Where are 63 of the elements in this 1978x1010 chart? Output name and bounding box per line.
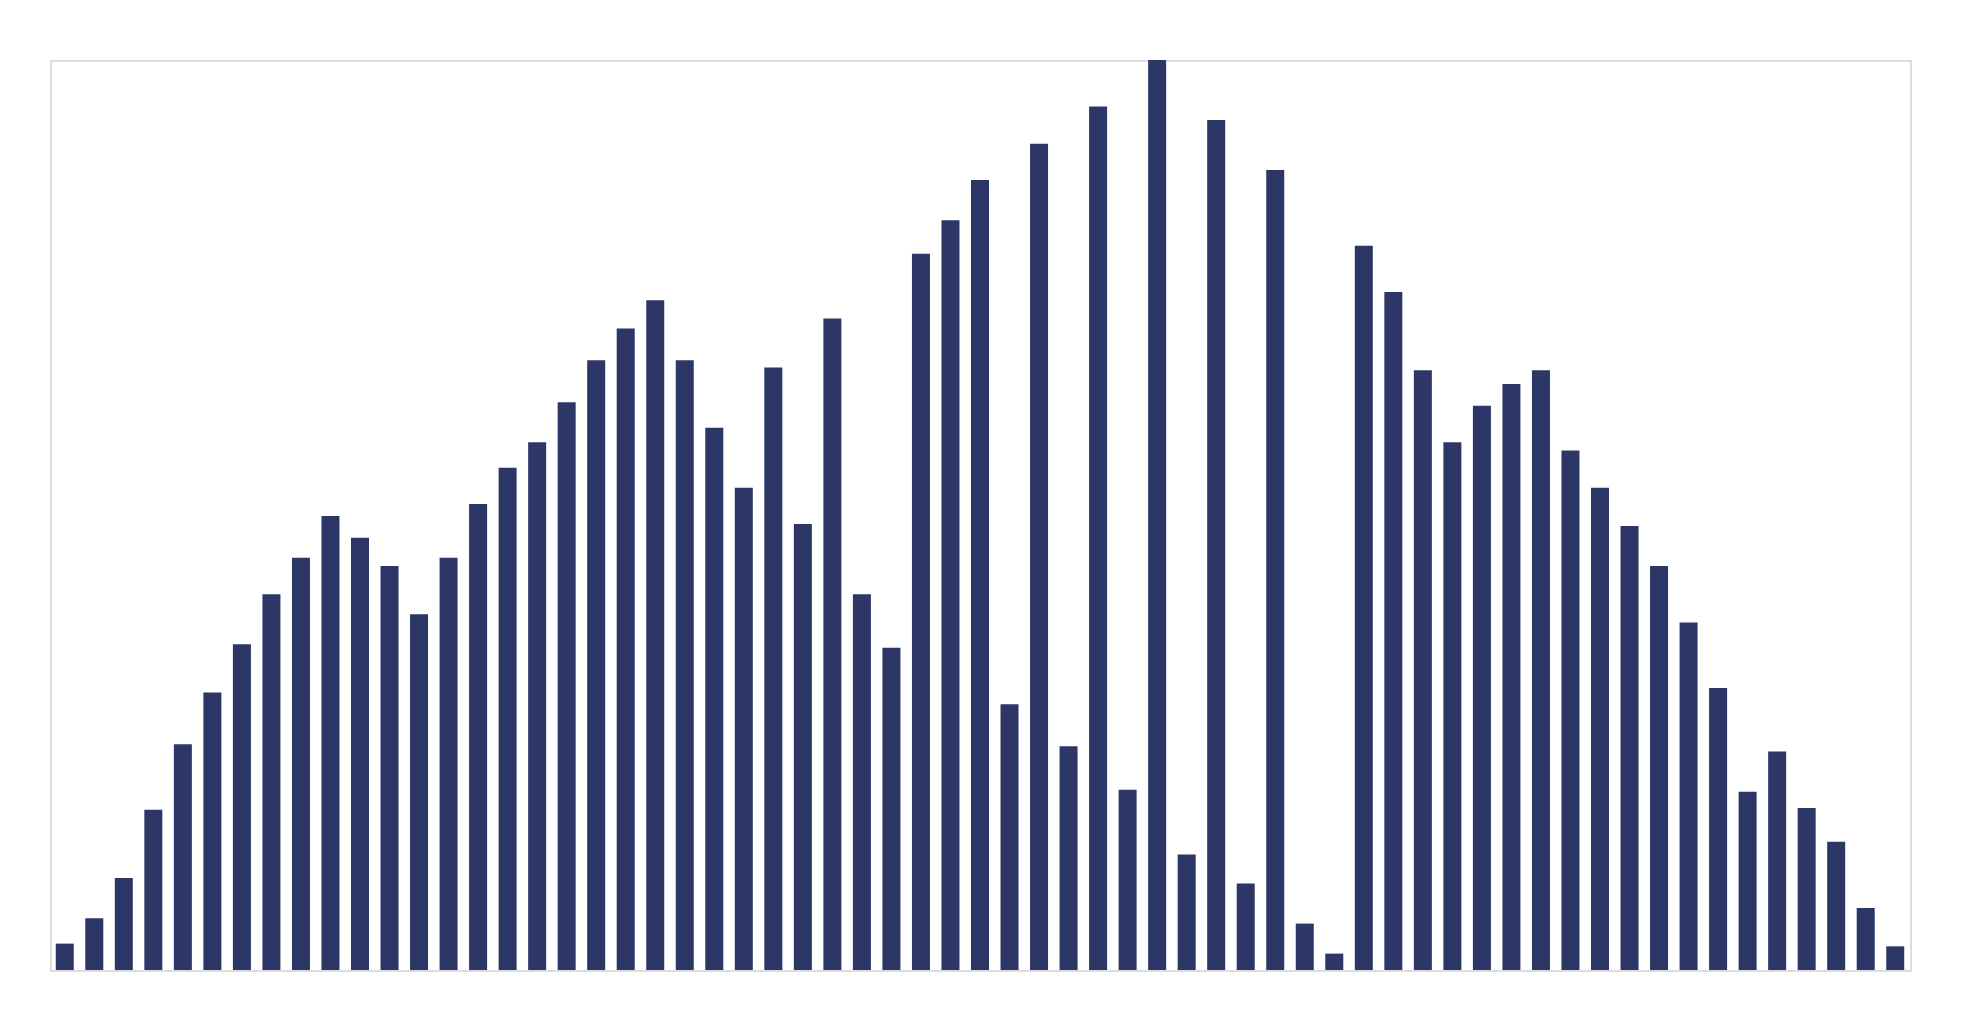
bar (1207, 120, 1226, 970)
bar (1118, 789, 1137, 970)
bar (55, 943, 74, 970)
bar (911, 253, 930, 970)
bar (587, 360, 606, 970)
bar (469, 504, 488, 970)
bar (793, 524, 812, 970)
bar (380, 565, 399, 970)
bar (1030, 143, 1049, 970)
bar (173, 744, 192, 970)
bar (1266, 170, 1285, 970)
bar (705, 427, 724, 970)
bar (1856, 908, 1875, 970)
bar (498, 467, 517, 970)
bar (1354, 245, 1373, 970)
bar (528, 442, 547, 970)
bar (1472, 405, 1491, 970)
bar (1738, 791, 1757, 970)
bar (203, 692, 222, 970)
bar (675, 360, 694, 970)
bar (1384, 292, 1403, 970)
bar (882, 647, 901, 970)
bar (557, 402, 576, 970)
bar (941, 220, 960, 970)
bar (1679, 622, 1698, 970)
bar (262, 594, 281, 970)
bar (646, 300, 665, 970)
bar (1295, 923, 1314, 970)
bar (1325, 953, 1344, 970)
bar (1591, 487, 1609, 970)
bar (1502, 383, 1521, 970)
bar (1148, 60, 1167, 970)
bar (823, 318, 842, 970)
bar (1177, 854, 1196, 970)
bar (439, 557, 458, 970)
bar (1059, 746, 1078, 970)
bar (1000, 704, 1019, 970)
bar (1797, 808, 1816, 970)
bar (321, 515, 340, 970)
bar (616, 328, 635, 970)
bar (1709, 687, 1728, 970)
bar (114, 878, 133, 970)
bar (1413, 370, 1432, 970)
bar (1827, 841, 1846, 970)
bar (232, 644, 251, 970)
bar (852, 594, 871, 970)
bar (1443, 442, 1462, 970)
bar (1886, 946, 1905, 970)
bar (85, 918, 104, 970)
bar (410, 614, 429, 970)
bar (764, 367, 783, 970)
bar (1531, 370, 1550, 970)
bar (1768, 751, 1787, 970)
bar (351, 537, 369, 970)
bar (971, 180, 989, 970)
bar (144, 809, 163, 970)
bar (1561, 450, 1580, 970)
bar (1650, 565, 1669, 970)
bar (1089, 106, 1108, 970)
bar (291, 557, 310, 970)
bar (734, 487, 753, 970)
bar (1236, 883, 1255, 970)
bar (1620, 525, 1639, 970)
